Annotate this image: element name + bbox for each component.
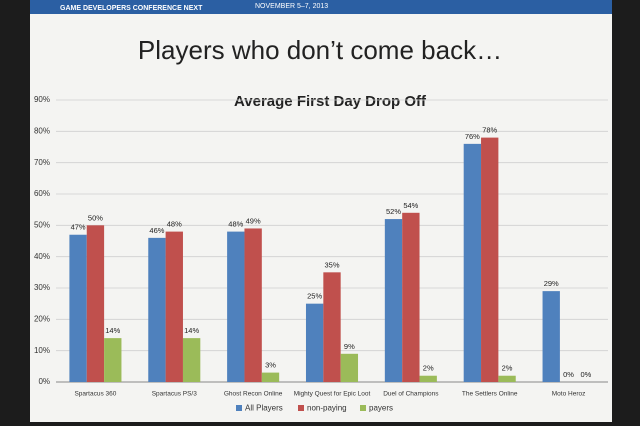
value-label: 54% bbox=[403, 201, 418, 210]
bar bbox=[261, 372, 280, 382]
bar bbox=[104, 338, 122, 382]
legend-label: payers bbox=[369, 404, 393, 413]
x-tick-label: The Settlers Online bbox=[462, 391, 518, 398]
chart-title: Average First Day Drop Off bbox=[234, 93, 427, 110]
header-event: GAME DEVELOPERS CONFERENCE NEXT bbox=[60, 5, 203, 12]
bar bbox=[340, 353, 359, 382]
bar bbox=[402, 212, 420, 382]
x-tick-label: Mighty Quest for Epic Loot bbox=[294, 391, 371, 398]
y-tick-label: 90% bbox=[34, 95, 50, 104]
value-label: 78% bbox=[482, 126, 497, 135]
value-label: 76% bbox=[465, 132, 480, 141]
x-tick-label: Moto Heroz bbox=[552, 391, 586, 398]
value-label: 2% bbox=[502, 364, 513, 373]
legend-label: All Players bbox=[245, 404, 283, 413]
bar bbox=[227, 231, 245, 382]
bar bbox=[69, 234, 87, 382]
value-label: 35% bbox=[324, 260, 339, 269]
value-label: 48% bbox=[228, 220, 243, 229]
legend-swatch bbox=[236, 405, 242, 411]
bar bbox=[542, 291, 560, 382]
y-tick-label: 40% bbox=[34, 252, 50, 261]
value-label: 29% bbox=[544, 279, 559, 288]
x-tick-label: Spartacus 360 bbox=[74, 391, 116, 398]
value-label: 14% bbox=[184, 326, 199, 335]
bar bbox=[182, 338, 201, 382]
bar bbox=[148, 237, 166, 382]
bar bbox=[244, 228, 262, 382]
legend-swatch bbox=[360, 405, 366, 411]
bar bbox=[86, 225, 105, 382]
y-tick-label: 20% bbox=[34, 314, 50, 323]
y-tick-label: 0% bbox=[38, 377, 50, 386]
value-label: 48% bbox=[167, 220, 182, 229]
bar bbox=[419, 375, 437, 382]
value-label: 0% bbox=[563, 370, 574, 379]
y-tick-label: 60% bbox=[34, 189, 50, 198]
x-tick-label: Spartacus PS/3 bbox=[152, 391, 198, 398]
header-dates: NOVEMBER 5–7, 2013 bbox=[255, 3, 328, 10]
bar bbox=[165, 231, 183, 382]
bar bbox=[498, 375, 516, 382]
y-tick-label: 70% bbox=[34, 158, 50, 167]
value-label: 49% bbox=[246, 216, 261, 225]
value-label: 50% bbox=[88, 213, 103, 222]
header-band bbox=[30, 0, 612, 14]
bar bbox=[305, 303, 324, 382]
bar bbox=[463, 143, 482, 382]
slide-title: Players who don’t come back… bbox=[138, 35, 502, 65]
legend-swatch bbox=[298, 405, 304, 411]
legend-label: non-paying bbox=[307, 404, 347, 413]
value-label: 9% bbox=[344, 342, 355, 351]
value-label: 3% bbox=[265, 361, 276, 370]
y-tick-label: 80% bbox=[34, 126, 50, 135]
value-label: 0% bbox=[580, 370, 591, 379]
y-tick-label: 50% bbox=[34, 220, 50, 229]
bar bbox=[481, 137, 499, 382]
value-label: 46% bbox=[149, 226, 164, 235]
bar bbox=[384, 219, 403, 382]
y-tick-label: 30% bbox=[34, 283, 50, 292]
value-label: 52% bbox=[386, 207, 401, 216]
x-tick-label: Ghost Recon Online bbox=[224, 391, 283, 398]
bar bbox=[323, 272, 341, 382]
value-label: 47% bbox=[71, 223, 86, 232]
value-label: 25% bbox=[307, 292, 322, 301]
value-label: 14% bbox=[105, 326, 120, 335]
x-tick-label: Duel of Champions bbox=[383, 391, 439, 398]
value-label: 2% bbox=[423, 364, 434, 373]
y-tick-label: 10% bbox=[34, 346, 50, 355]
